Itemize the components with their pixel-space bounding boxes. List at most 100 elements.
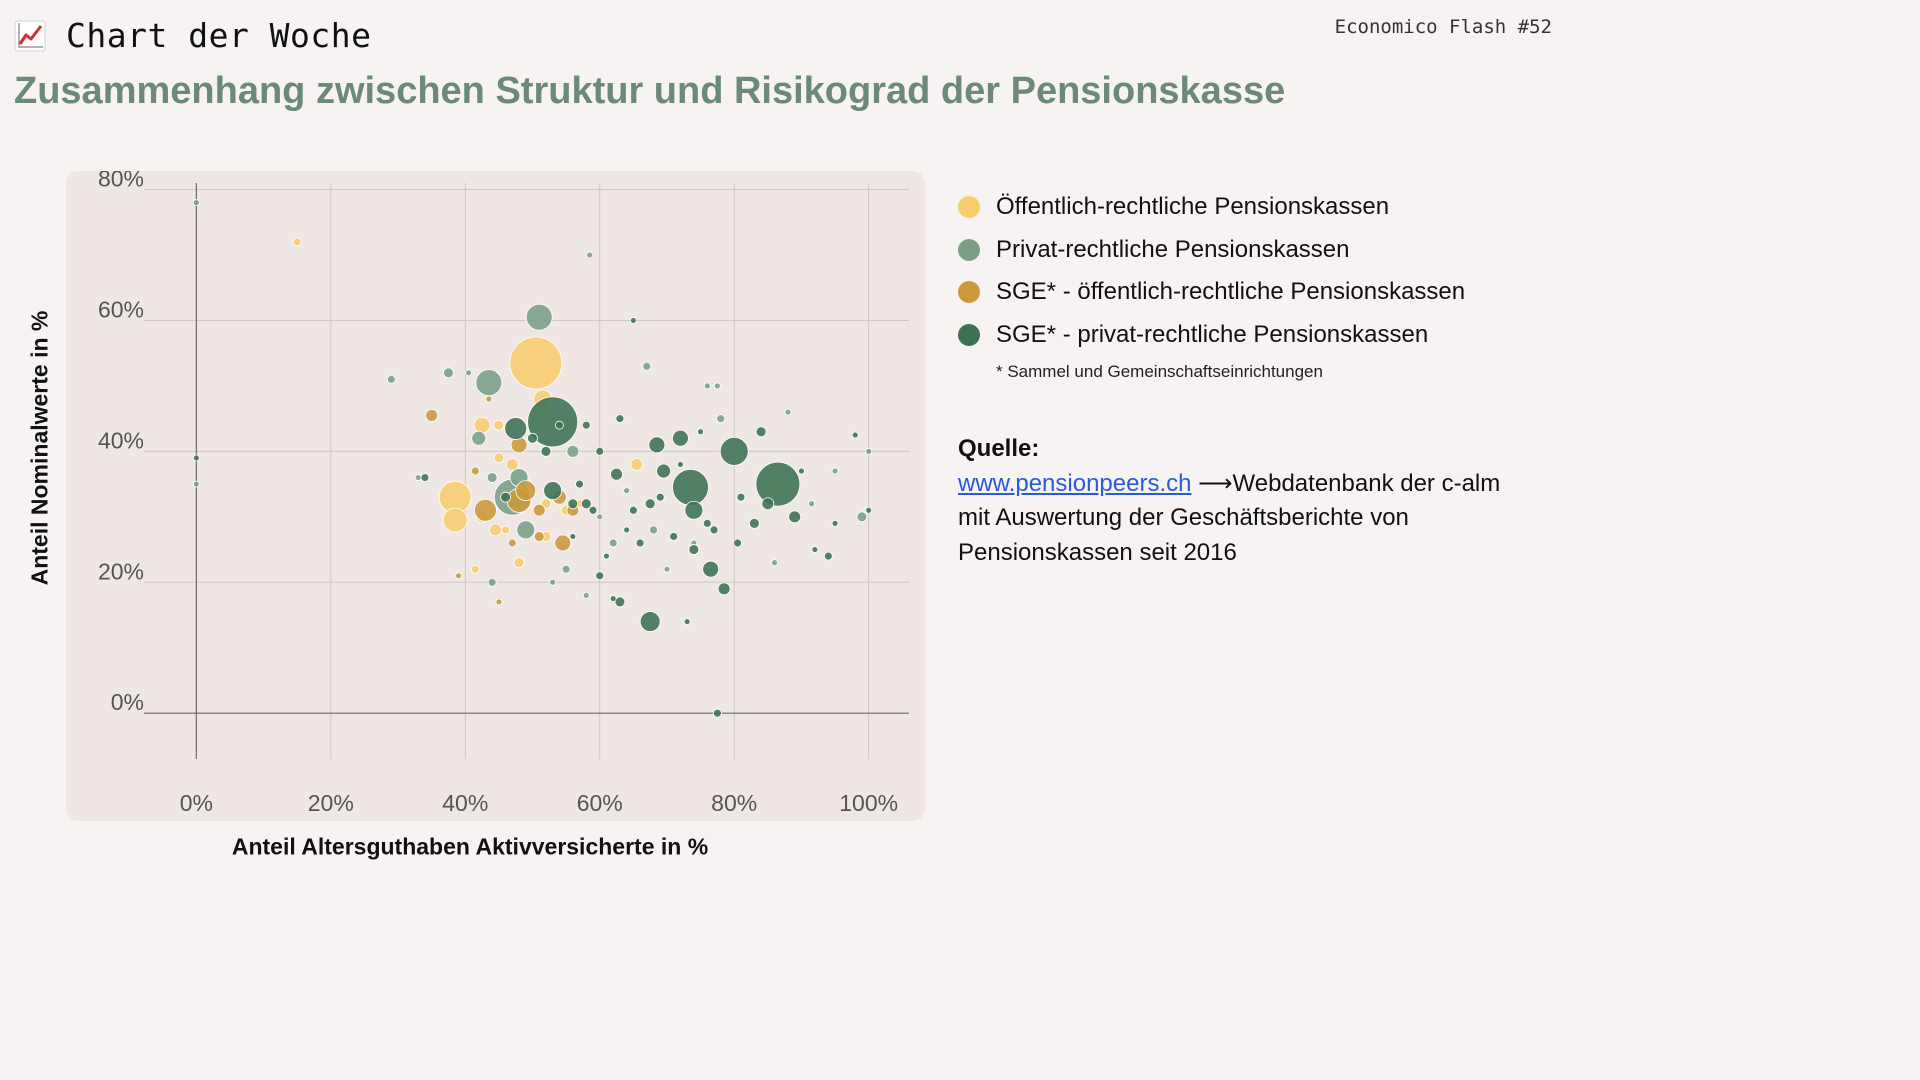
data-point xyxy=(489,523,502,537)
data-point xyxy=(684,500,704,520)
data-point xyxy=(455,572,462,580)
page-title: Zusammenhang zwischen Struktur und Risik… xyxy=(14,70,1286,112)
data-point xyxy=(609,595,617,603)
data-point xyxy=(525,303,553,331)
data-point xyxy=(569,533,577,540)
data-point xyxy=(733,538,742,548)
data-point xyxy=(566,444,580,458)
data-point xyxy=(688,544,700,555)
legend-label: SGE* - öffentlich-rechtliche Pensionskas… xyxy=(996,278,1466,306)
data-point xyxy=(808,500,815,508)
y-tick-label: 60% xyxy=(98,296,144,322)
data-point xyxy=(192,480,200,488)
data-point xyxy=(588,505,598,515)
scatter-plot: 0% 20% 40% 60% 80% 100% 0% 20% 40% 60% 80% xyxy=(98,171,909,816)
legend-marker-icon xyxy=(958,196,980,219)
data-point xyxy=(425,408,439,422)
data-point xyxy=(831,519,839,527)
data-point xyxy=(487,577,497,587)
data-point xyxy=(581,420,591,430)
legend-marker-icon xyxy=(958,281,980,304)
x-tick-label: 20% xyxy=(308,790,354,816)
header: Chart der Woche xyxy=(14,16,372,55)
data-point xyxy=(642,361,652,371)
source-link[interactable]: www.pensionpeers.ch xyxy=(958,469,1192,497)
data-point xyxy=(831,467,839,475)
data-point xyxy=(470,466,480,476)
data-point xyxy=(596,513,604,521)
data-point xyxy=(663,565,671,573)
source-title: Quelle: xyxy=(958,435,1040,462)
data-point xyxy=(504,417,528,440)
data-point xyxy=(192,454,200,462)
data-point xyxy=(474,498,497,522)
data-point xyxy=(648,436,666,454)
data-point xyxy=(709,525,719,535)
data-point xyxy=(630,458,644,471)
source-description: Webdatenbank der c-alm mit Auswertung de… xyxy=(958,469,1501,566)
data-point xyxy=(713,382,721,390)
data-point xyxy=(554,534,572,552)
data-point xyxy=(608,538,618,548)
data-point xyxy=(516,520,536,540)
data-point xyxy=(677,461,684,468)
data-point xyxy=(567,498,579,510)
legend-label: Öffentlich-rechtliche Pensionskassen xyxy=(996,193,1390,221)
data-point xyxy=(755,426,767,438)
legend-marker-icon xyxy=(958,323,980,346)
data-point xyxy=(719,436,749,466)
data-point xyxy=(554,420,564,430)
data-point xyxy=(595,571,605,581)
data-point xyxy=(761,497,775,511)
x-tick-label: 80% xyxy=(711,790,757,816)
data-point xyxy=(465,369,473,377)
data-point xyxy=(771,559,778,567)
data-point xyxy=(386,374,396,384)
data-point xyxy=(798,467,805,475)
data-point xyxy=(549,578,557,586)
data-point xyxy=(527,432,538,444)
data-point xyxy=(851,431,859,439)
data-point xyxy=(471,430,487,446)
data-point xyxy=(485,395,493,403)
data-point xyxy=(486,472,498,483)
chart-increasing-icon xyxy=(14,20,46,51)
data-point xyxy=(500,491,512,503)
data-point xyxy=(669,532,679,541)
y-tick-label: 20% xyxy=(98,558,144,584)
data-point xyxy=(702,518,712,528)
x-axis-label: Anteil Altersguthaben Aktivversicherte i… xyxy=(231,833,709,860)
legend: Öffentlich-rechtliche Pensionskassen Pri… xyxy=(958,186,1465,382)
data-point xyxy=(702,560,720,578)
data-point xyxy=(595,446,605,456)
legend-marker-icon xyxy=(958,238,980,261)
data-point xyxy=(561,564,571,574)
data-point xyxy=(788,510,802,524)
y-tick-label: 0% xyxy=(111,689,144,715)
data-point xyxy=(603,552,610,560)
data-point xyxy=(443,367,454,379)
data-point xyxy=(865,506,873,514)
data-point xyxy=(717,582,731,596)
data-point xyxy=(755,461,801,507)
data-point xyxy=(442,507,468,533)
data-point xyxy=(623,487,631,495)
data-point xyxy=(470,564,480,574)
legend-item: Öffentlich-rechtliche Pensionskassen xyxy=(958,186,1465,229)
data-point xyxy=(629,317,637,324)
legend-item: Privat-rechtliche Pensionskassen xyxy=(958,229,1465,272)
data-point xyxy=(610,467,623,481)
data-point xyxy=(507,538,517,548)
data-point xyxy=(615,414,625,424)
data-point xyxy=(614,596,626,608)
data-point xyxy=(672,429,689,447)
data-point xyxy=(505,458,519,471)
data-point xyxy=(865,447,873,455)
x-tick-label: 0% xyxy=(180,790,213,816)
data-point xyxy=(192,199,200,207)
data-point xyxy=(509,336,563,390)
data-point xyxy=(543,481,563,501)
data-point xyxy=(540,445,552,457)
y-tick-label: 40% xyxy=(98,427,144,453)
data-point xyxy=(823,551,833,561)
